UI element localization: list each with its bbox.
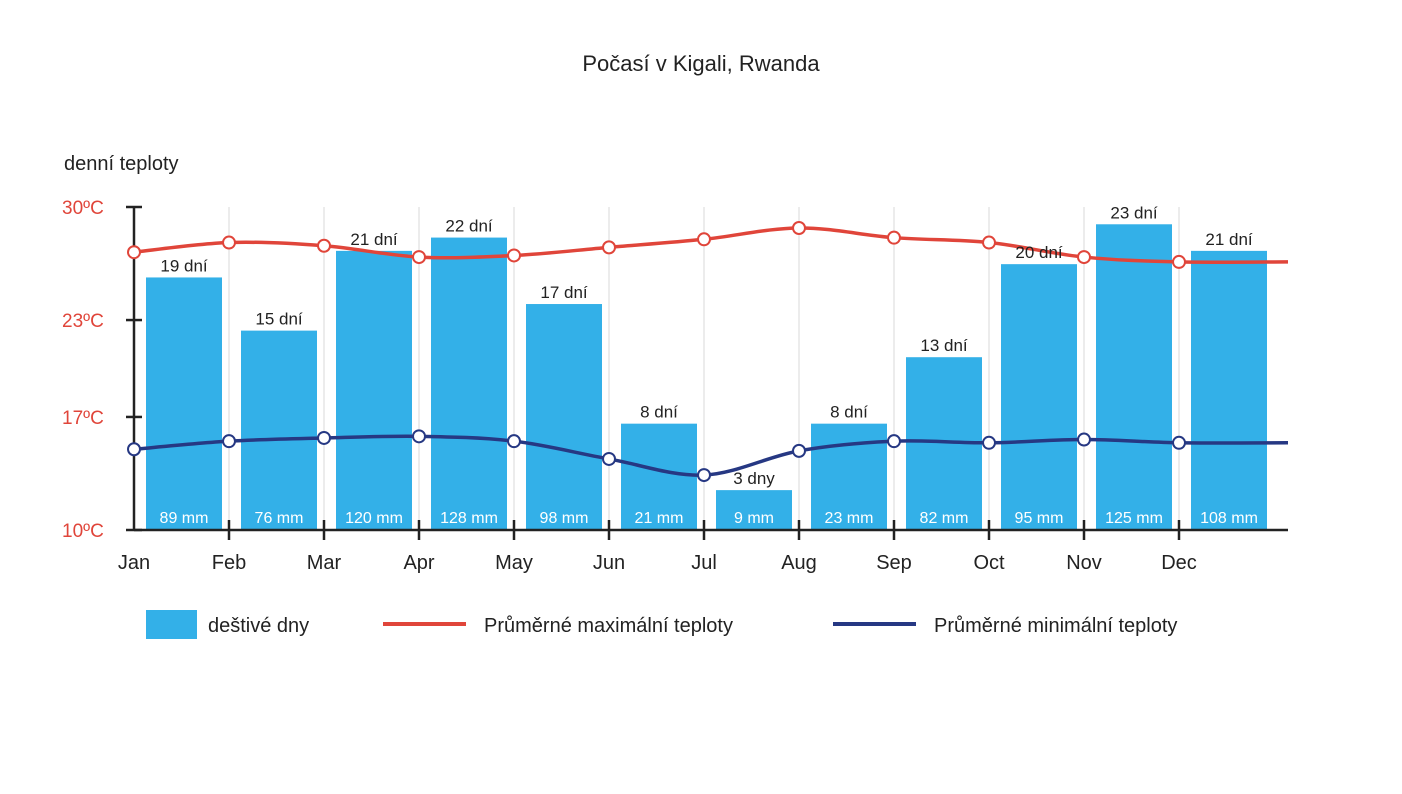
min-temp-point [982,435,996,450]
rain-bar [1001,264,1077,530]
rainy-days-label: 8 dní [640,403,678,422]
min-temp-point [602,451,616,466]
precip-label: 9 mm [734,510,774,527]
legend: deštivé dny Průměrné maximální teploty Prů… [146,610,1177,639]
y-tick-label: 10ºC [62,521,104,542]
max-temp-point [1077,250,1091,265]
rainy-days-label: 21 dní [1205,230,1253,249]
rainy-days-label: 8 dní [830,403,868,422]
min-temp-point [507,434,521,449]
rainy-days-label: 20 dní [1015,243,1063,262]
precip-label: 98 mm [540,510,589,527]
precip-label: 125 mm [1105,510,1163,527]
rain-bar [1191,250,1267,530]
max-temp-point [792,220,806,235]
max-temp-point [317,238,331,253]
x-tick-label: Jun [593,552,625,574]
y-tick-label: 23ºC [62,311,104,332]
rain-bar [621,423,697,530]
rainy-days-label: 3 dny [733,469,775,488]
rainy-days-label: 23 dní [1110,203,1158,222]
rain-bar [241,330,317,530]
precip-label: 89 mm [160,510,209,527]
min-temp-point [1077,432,1091,447]
rain-bar [526,304,602,530]
rain-bar [1096,224,1172,530]
label-layer: 19 dní 15 dní 21 dní 22 dní 17 dní 8 dní 3 dny… [160,203,1258,527]
max-temp-point [1172,254,1186,269]
rain-bar [146,277,222,530]
max-temp-point [412,250,426,265]
legend-label-min: Průměrné minimální teploty [934,615,1177,637]
precip-label: 108 mm [1200,510,1258,527]
x-tick-label: Oct [973,552,1005,574]
min-temp-point [412,429,426,444]
max-temp-point [887,230,901,245]
bar-layer [146,224,1267,530]
axis-layer: 30ºC 23ºC 17ºC 10ºC Jan Feb Mar Apr May Jun Jul Aug… [62,198,1288,574]
precip-label: 82 mm [920,510,969,527]
x-tick-label: Mar [307,552,342,574]
rainy-days-label: 17 dní [540,283,588,302]
rain-bar [716,490,792,530]
min-temp-point [222,434,236,449]
x-tick-label: Aug [781,552,817,574]
max-temp-point [602,240,616,255]
precip-label: 128 mm [440,510,498,527]
rainy-days-label: 22 dní [445,217,493,236]
precip-label: 23 mm [825,510,874,527]
x-tick-label: Apr [403,552,434,574]
x-tick-label: Feb [212,552,246,574]
precip-label: 21 mm [635,510,684,527]
legend-swatch-rainy [146,610,197,639]
rainy-days-label: 19 dní [160,256,208,275]
chart-title: Počasí v Kigali, Rwanda [582,51,820,76]
precip-label: 76 mm [255,510,304,527]
x-tick-label: Jan [118,552,150,574]
min-temp-point [317,430,331,445]
x-tick-label: Sep [876,552,912,574]
x-tick-label: Jul [691,552,717,574]
min-temp-point [792,443,806,458]
rainy-days-label: 13 dní [920,336,968,355]
max-temp-point [982,235,996,250]
x-tick-label: May [495,552,533,574]
precip-label: 95 mm [1015,510,1064,527]
x-tick-label: Dec [1161,552,1197,574]
y-tick-label: 17ºC [62,408,104,429]
legend-label-rainy: deštivé dny [208,615,309,637]
max-temp-point [222,235,236,250]
line-layer [127,220,1289,483]
y-tick-label: 30ºC [62,198,104,219]
precip-label: 120 mm [345,510,403,527]
max-temp-point [507,248,521,263]
min-temp-point [1172,435,1186,450]
max-temp-point [697,232,711,247]
rainy-days-label: 15 dní [255,310,303,329]
legend-label-max: Průměrné maximální teploty [484,615,733,637]
min-temp-point [887,434,901,449]
max-temp-point [127,245,141,260]
rain-bar [336,250,412,530]
min-temp-point [697,468,711,483]
y-axis-label: denní teploty [64,153,179,175]
x-tick-label: Nov [1066,552,1102,574]
rainy-days-label: 21 dní [350,230,398,249]
min-temp-point [127,442,141,457]
rain-bar [431,237,507,530]
